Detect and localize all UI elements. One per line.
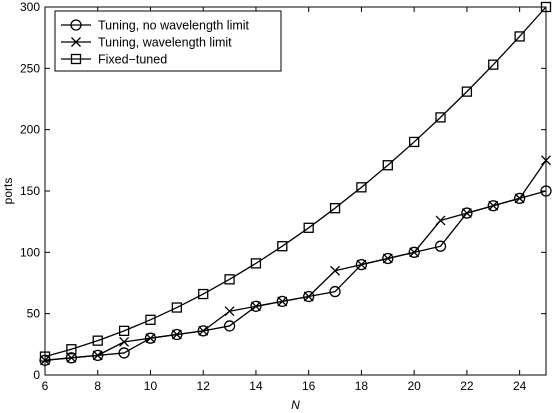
series-1-point — [487, 200, 499, 212]
series-1-point — [382, 252, 394, 265]
x-tick-label: 14 — [249, 379, 263, 393]
series-2-point — [488, 200, 499, 211]
x-tick-label: 16 — [302, 379, 316, 393]
series-1-point — [461, 207, 473, 219]
x-tick-label: 24 — [513, 379, 527, 393]
y-tick-label: 150 — [20, 184, 40, 198]
series-3-point — [66, 344, 77, 355]
y-tick-label: 50 — [27, 307, 41, 321]
legend-marker — [70, 19, 82, 31]
series-2-point — [461, 208, 472, 219]
series-1-point — [303, 290, 315, 303]
y-tick-label: 300 — [20, 0, 40, 14]
legend: Tuning, no wavelength limit Tuning, wavel… — [54, 10, 282, 72]
x-axis-label: N — [291, 398, 300, 412]
series-2-point — [356, 259, 367, 270]
series-1-point — [144, 332, 157, 344]
series-2-point — [145, 333, 156, 344]
series-2-point — [171, 329, 182, 340]
series-3-point — [382, 160, 393, 171]
series-3-point — [118, 325, 130, 336]
series-3-point — [461, 86, 473, 97]
series-1-point — [276, 295, 288, 308]
series-1-point — [197, 325, 209, 337]
axis-ticks: 6 8 10 12 14 16 18 20 22 24 0 50 100 150 200 250 300 — [20, 0, 546, 393]
y-tick-label: 0 — [33, 368, 40, 382]
series-3-point — [145, 314, 156, 325]
series-1-point — [171, 328, 183, 341]
series-1-point — [65, 352, 78, 364]
series-2-point — [303, 291, 314, 302]
series-2-point — [224, 306, 235, 317]
series-1-point — [513, 192, 526, 205]
series-1-point — [118, 347, 130, 359]
plot-markers — [39, 1, 552, 366]
series-1-point — [355, 258, 368, 271]
legend-marker — [70, 53, 82, 65]
y-tick-label: 100 — [20, 245, 40, 259]
series-3-point — [329, 203, 341, 214]
series-3-point — [250, 258, 262, 269]
x-tick-label: 18 — [355, 379, 369, 393]
series-3-point — [277, 241, 288, 252]
series-2-point — [119, 336, 130, 347]
series-1-point — [250, 300, 262, 312]
series-3-point — [92, 335, 103, 346]
x-tick-label: 22 — [460, 379, 474, 393]
series-3-point — [198, 288, 209, 300]
series-2-point — [277, 296, 288, 307]
y-axis-label: ports — [1, 178, 15, 205]
series-2-point — [330, 265, 341, 276]
series-3-point — [409, 136, 420, 148]
legend-marker — [71, 37, 81, 47]
series-2-point — [92, 350, 103, 361]
series-3-point — [488, 59, 499, 70]
series-3-point — [514, 31, 525, 42]
series-3-point — [224, 274, 235, 285]
series-1-point — [329, 285, 341, 298]
x-tick-label: 8 — [94, 379, 101, 393]
series-3-point — [171, 302, 182, 313]
x-tick-label: 10 — [144, 379, 158, 393]
x-tick-label: 12 — [197, 379, 211, 393]
series-1-point — [92, 349, 104, 362]
series-2-point — [250, 301, 261, 312]
legend-entry: Tuning, no wavelength limit — [98, 19, 250, 33]
series-3-point — [356, 182, 367, 193]
series-3-point — [435, 112, 446, 123]
legend-box — [54, 10, 282, 72]
series-2-point — [435, 215, 446, 226]
x-tick-label: 6 — [42, 379, 49, 393]
x-tick-label: 20 — [407, 379, 421, 393]
series-1-point — [434, 240, 447, 252]
series-1-point — [223, 320, 236, 332]
series-2-point — [66, 352, 77, 363]
series-2-point — [514, 193, 525, 204]
legend-entry: Fixed−tuned — [98, 53, 167, 67]
y-tick-label: 200 — [20, 123, 40, 137]
series-2-point — [198, 325, 209, 336]
series-3-point — [303, 222, 314, 233]
y-tick-label: 250 — [20, 61, 40, 75]
series-2-point — [382, 253, 393, 264]
series-1-point — [408, 246, 420, 258]
series-2-point — [409, 247, 420, 258]
legend-entry: Tuning, wavelength limit — [98, 36, 232, 50]
